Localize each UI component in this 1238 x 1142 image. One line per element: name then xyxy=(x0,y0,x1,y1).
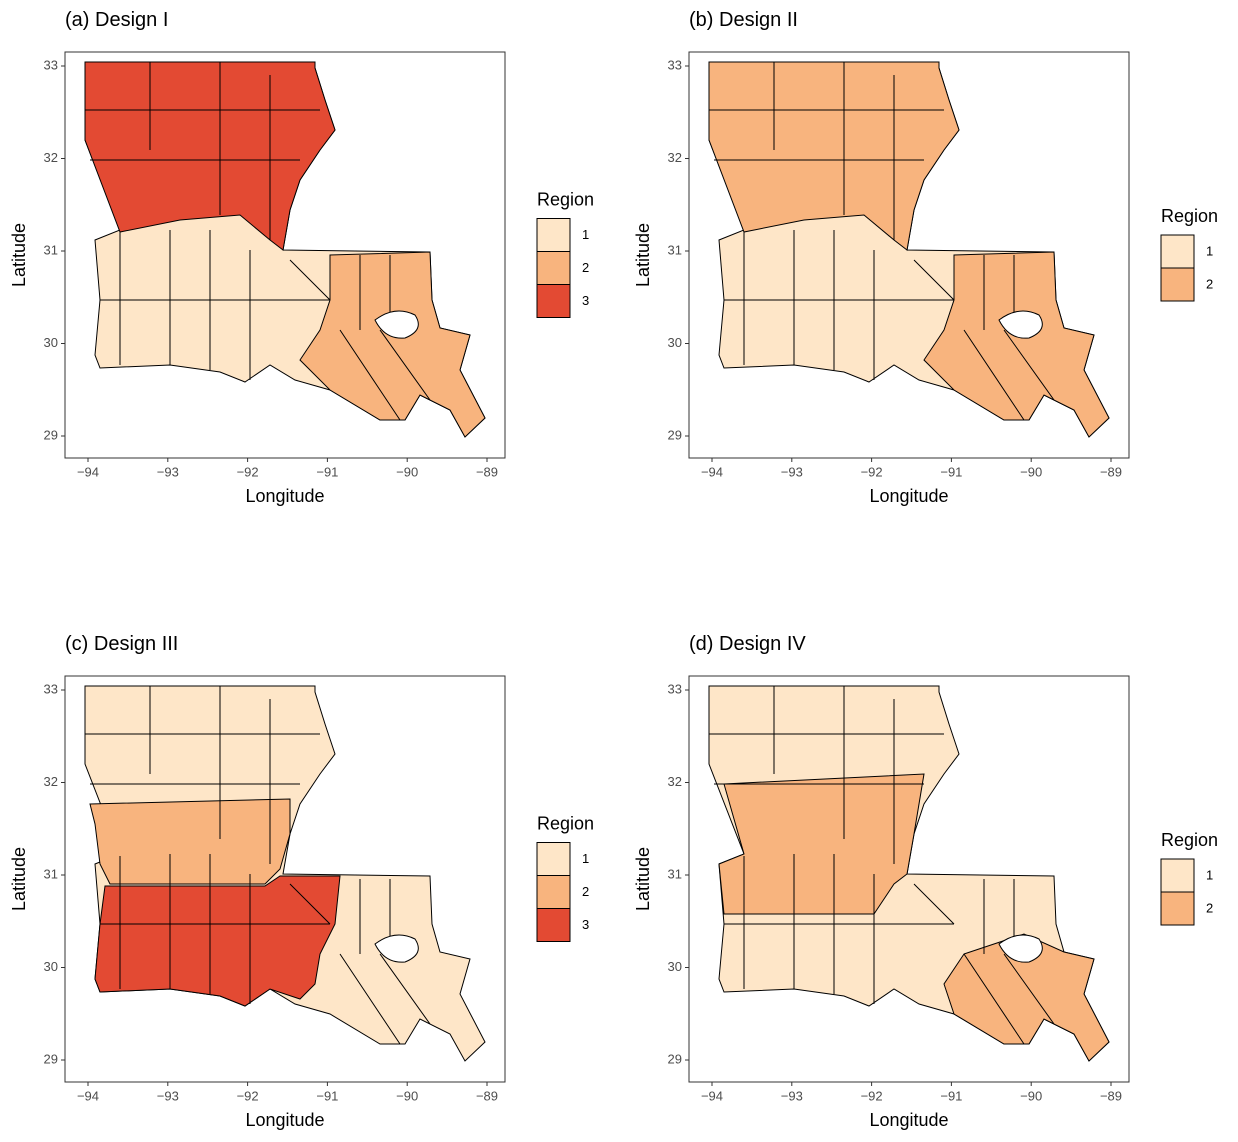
x-tick-label: −89 xyxy=(476,464,498,479)
x-tick-label: −94 xyxy=(701,464,723,479)
x-tick-label: −90 xyxy=(396,1088,418,1103)
x-tick-label: −92 xyxy=(861,1088,883,1103)
x-tick-label: −92 xyxy=(861,464,883,479)
plot-frame xyxy=(688,675,1130,1083)
y-tick-label: 32 xyxy=(668,774,682,789)
x-axis-label: Longitude xyxy=(245,486,324,506)
y-axis-label: Latitude xyxy=(633,847,653,911)
legend-title: Region xyxy=(1161,830,1218,850)
y-tick-label: 30 xyxy=(44,335,58,350)
y-axis-label: Latitude xyxy=(9,847,29,911)
y-tick-label: 30 xyxy=(668,959,682,974)
plot-frame xyxy=(688,51,1130,459)
legend-label: 2 xyxy=(1206,900,1213,915)
x-tick-label: −94 xyxy=(77,1088,99,1103)
x-tick-label: −91 xyxy=(316,1088,338,1103)
legend-key xyxy=(536,218,571,252)
x-tick-label: −90 xyxy=(396,464,418,479)
x-tick-label: −93 xyxy=(781,1088,803,1103)
x-tick-label: −89 xyxy=(1100,1088,1122,1103)
y-axis-label: Latitude xyxy=(633,223,653,287)
y-tick-label: 31 xyxy=(44,866,58,881)
legend-label: 2 xyxy=(582,260,589,275)
y-tick-label: 33 xyxy=(44,57,58,72)
x-tick-label: −90 xyxy=(1020,1088,1042,1103)
panel: (b) Design II Longitude Latitude −94 −93 −92 −… xyxy=(633,9,1218,506)
y-tick-label: 31 xyxy=(668,866,682,881)
legend-label: 2 xyxy=(582,884,589,899)
y-tick-label: 29 xyxy=(668,427,682,442)
legend-key xyxy=(536,842,571,876)
legend-label: 1 xyxy=(1206,867,1213,882)
legend-key xyxy=(536,251,571,285)
legend-key xyxy=(1160,891,1195,926)
x-tick-label: −93 xyxy=(157,1088,179,1103)
plot-frame xyxy=(64,51,506,459)
plot-frame xyxy=(64,675,506,1083)
legend-label: 1 xyxy=(1206,243,1213,258)
x-tick-label: −92 xyxy=(237,464,259,479)
y-tick-label: 33 xyxy=(44,681,58,696)
legend-label: 1 xyxy=(582,227,589,242)
x-tick-label: −91 xyxy=(940,1088,962,1103)
x-tick-label: −93 xyxy=(781,464,803,479)
y-tick-label: 32 xyxy=(44,774,58,789)
legend-title: Region xyxy=(537,189,594,209)
x-tick-label: −89 xyxy=(1100,464,1122,479)
x-axis-label: Longitude xyxy=(869,1110,948,1130)
legend-label: 1 xyxy=(582,851,589,866)
legend-label: 2 xyxy=(1206,276,1213,291)
x-tick-label: −92 xyxy=(237,1088,259,1103)
y-tick-label: 30 xyxy=(44,959,58,974)
y-tick-label: 32 xyxy=(668,150,682,165)
panel-title: (d) Design IV xyxy=(689,633,806,655)
x-tick-label: −94 xyxy=(77,464,99,479)
y-axis-label: Latitude xyxy=(9,223,29,287)
x-axis-label: Longitude xyxy=(869,486,948,506)
panel: (c) Design III Longitude Latitude −94 −93 −92… xyxy=(9,633,594,1130)
legend-key xyxy=(1160,267,1195,302)
y-tick-label: 33 xyxy=(668,57,682,72)
x-tick-label: −91 xyxy=(316,464,338,479)
legend-label: 3 xyxy=(582,917,589,932)
legend-key xyxy=(536,875,571,909)
y-tick-label: 29 xyxy=(44,1051,58,1066)
panel-title: (c) Design III xyxy=(65,633,178,655)
legend-key xyxy=(1160,858,1195,893)
panel: (d) Design IV Longitude Latitude −94 −93 −92 −… xyxy=(633,633,1218,1130)
y-tick-label: 31 xyxy=(668,242,682,257)
y-tick-label: 29 xyxy=(44,427,58,442)
x-tick-label: −90 xyxy=(1020,464,1042,479)
legend-label: 3 xyxy=(582,293,589,308)
legend-key xyxy=(536,284,571,318)
y-tick-label: 33 xyxy=(668,681,682,696)
y-tick-label: 30 xyxy=(668,335,682,350)
parish-area xyxy=(94,875,341,1007)
x-axis-label: Longitude xyxy=(245,1110,324,1130)
x-tick-label: −93 xyxy=(157,464,179,479)
x-tick-label: −94 xyxy=(701,1088,723,1103)
x-tick-label: −89 xyxy=(476,1088,498,1103)
y-tick-label: 31 xyxy=(44,242,58,257)
panel-title: (a) Design I xyxy=(65,9,168,31)
legend-key xyxy=(536,908,571,942)
y-tick-label: 32 xyxy=(44,150,58,165)
legend-title: Region xyxy=(537,813,594,833)
panel-title: (b) Design II xyxy=(689,9,798,31)
panel: (a) Design I Longitude Latitude −94 −93 −92 −9… xyxy=(9,9,594,506)
y-tick-label: 29 xyxy=(668,1051,682,1066)
legend-key xyxy=(1160,234,1195,269)
legend-title: Region xyxy=(1161,206,1218,226)
x-tick-label: −91 xyxy=(940,464,962,479)
